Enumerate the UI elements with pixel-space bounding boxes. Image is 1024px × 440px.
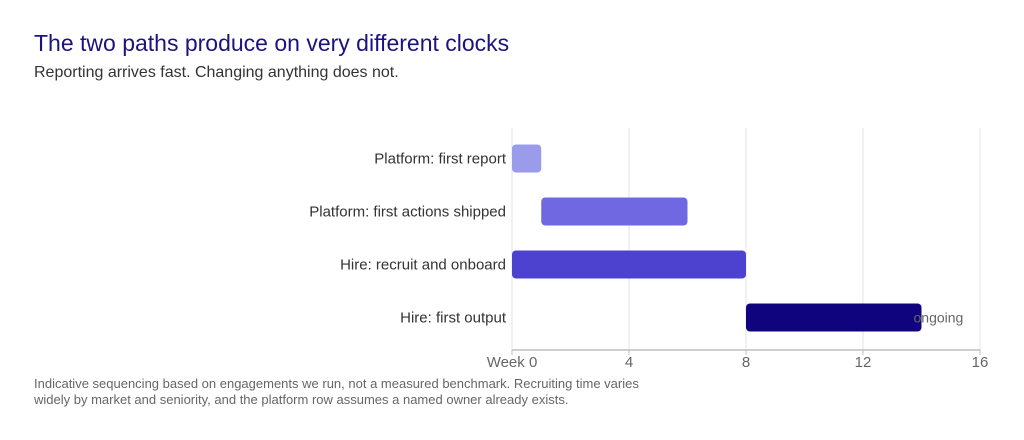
x-tick-label: 12	[855, 354, 872, 371]
x-tick-label: 16	[972, 354, 989, 371]
gantt-bar	[512, 250, 746, 279]
footnote: Indicative sequencing based on engagemen…	[34, 376, 639, 407]
gantt-bar	[512, 144, 542, 173]
bar-layer	[512, 144, 922, 332]
gantt-bar	[746, 303, 922, 332]
x-tick-label: 8	[742, 354, 750, 371]
bar-annotation: ongoing	[914, 310, 964, 326]
row-label: Hire: recruit and onboard	[340, 257, 506, 274]
row-label: Platform: first actions shipped	[309, 204, 506, 221]
page-title: The two paths produce on very different …	[34, 30, 510, 56]
gantt-bar	[541, 197, 688, 226]
row-label: Hire: first output	[400, 310, 507, 327]
row-label: Platform: first report	[374, 151, 507, 168]
label-layer: Platform: first report Platform: first ac…	[309, 151, 963, 327]
x-tick-label: Week 0	[487, 354, 538, 371]
tick-layer: Week 0 4 8 12 16	[487, 350, 989, 371]
page-subtitle: Reporting arrives fast. Changing anythin…	[34, 64, 399, 81]
x-tick-label: 4	[625, 354, 633, 371]
